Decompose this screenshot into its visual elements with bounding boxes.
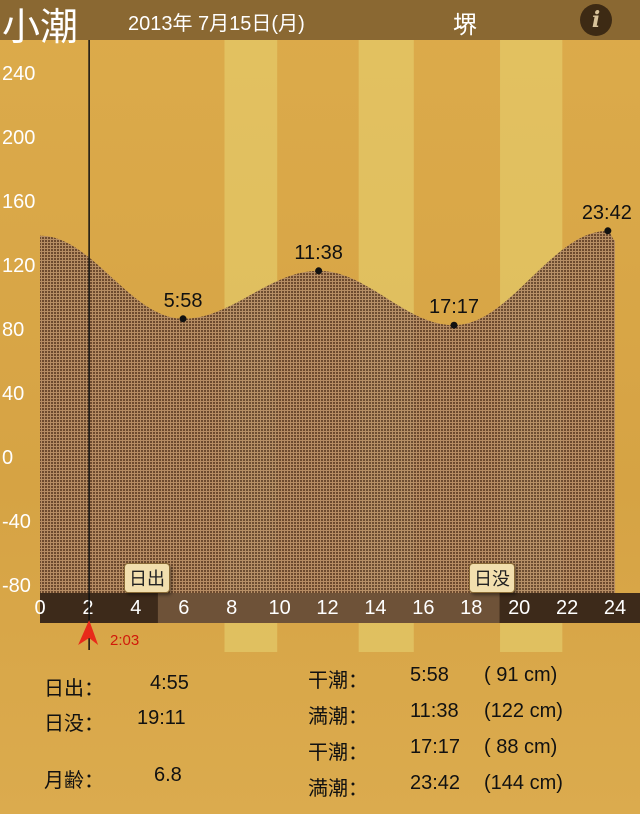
tide-time: 17:17 [410,736,461,758]
x-tick-label: 8 [226,597,237,619]
tide-height: (122 cm) [484,700,563,722]
x-tick-label: 0 [34,597,45,619]
date-label[interactable]: 2013年 7月15日(月) [128,13,305,35]
tide-type: 小潮 [2,7,79,49]
x-tick-label: 2 [82,597,93,619]
sunrise-value: 4:55 [150,672,189,694]
x-tick-label: 18 [460,597,482,619]
x-tick-label: 20 [508,597,530,619]
y-tick-label: 120 [2,255,36,277]
tide-time: 23:42 [410,772,461,794]
tide-type: 干潮： [308,742,368,764]
tide-type: 満潮： [308,706,368,728]
y-tick-label: -40 [2,511,31,533]
x-tick-label: 22 [556,597,578,619]
extreme-point [604,227,612,235]
sunset-label: 日没： [44,713,104,735]
extreme-point [450,321,458,329]
extreme-label: 5:58 [164,290,203,312]
y-tick-label: 40 [2,383,25,405]
info-icon[interactable]: i [580,4,612,36]
header-bar: 小潮 2013年 7月15日(月) 堺 i [0,0,640,49]
y-tick-label: -80 [2,575,31,597]
y-tick-label: 240 [2,63,36,85]
x-tick-label: 4 [130,597,141,619]
extreme-point [315,267,323,275]
tide-time: 5:58 [410,664,449,686]
extreme-point [179,315,187,323]
x-tick-label: 6 [178,597,189,619]
current-time-label: 2:03 [110,632,140,649]
extreme-label: 23:42 [582,202,632,224]
sunrise-tag: 日出 [124,563,170,593]
moon-age-value: 6.8 [154,764,182,786]
extreme-label: 11:38 [294,242,343,264]
extreme-label: 17:17 [429,296,479,318]
sunset-tag: 日没 [469,563,515,593]
daylight-bar [157,593,500,623]
y-tick-label: 0 [2,447,14,469]
tide-time: 11:38 [410,700,459,722]
tide-height: (144 cm) [484,772,563,794]
sunset-value: 19:11 [137,707,186,729]
x-tick-label: 24 [604,597,626,619]
tide-type: 干潮： [308,670,368,692]
tide-height: ( 88 cm) [484,736,558,758]
current-time-marker [78,620,99,645]
y-tick-label: 80 [2,319,25,341]
moon-age-label: 月齢： [44,770,104,792]
x-tick-label: 14 [364,597,386,619]
y-tick-label: 200 [2,127,36,149]
sunrise-label: 日出： [44,678,104,700]
x-tick-label: 12 [316,597,338,619]
tide-area [40,230,616,594]
tide-type: 満潮： [308,778,368,800]
x-tick-label: 10 [268,597,290,619]
y-tick-label: 160 [2,191,36,213]
tide-height: ( 91 cm) [484,664,558,686]
x-tick-label: 16 [412,597,434,619]
location-label[interactable]: 堺 [453,12,477,39]
